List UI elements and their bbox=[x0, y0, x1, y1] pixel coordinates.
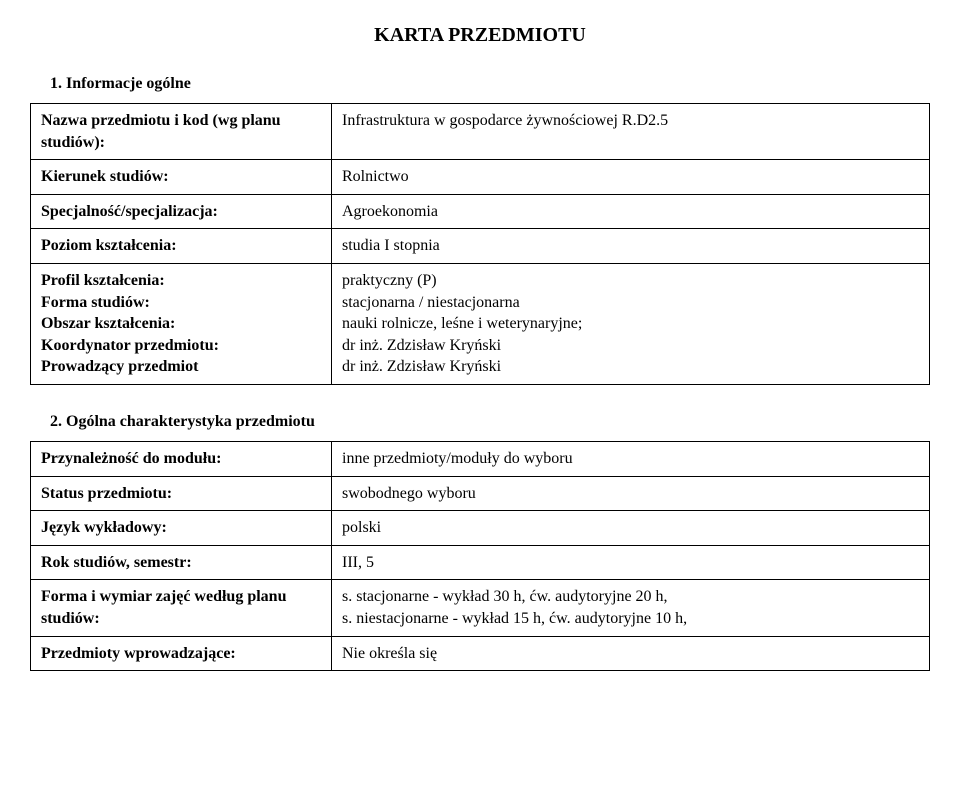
table-row: Poziom kształcenia: studia I stopnia bbox=[31, 229, 930, 264]
block-value: dr inż. Zdzisław Kryński bbox=[342, 356, 919, 378]
row-label: Specjalność/specjalizacja: bbox=[31, 194, 332, 229]
row-label: Rok studiów, semestr: bbox=[31, 545, 332, 580]
block-label: Forma studiów: bbox=[41, 292, 321, 314]
row-value-block: praktyczny (P) stacjonarna / niestacjona… bbox=[332, 263, 930, 384]
block-value: s. stacjonarne - wykład 30 h, ćw. audyto… bbox=[342, 586, 919, 608]
table-row: Profil kształcenia: Forma studiów: Obsza… bbox=[31, 263, 930, 384]
row-value: Rolnictwo bbox=[332, 160, 930, 195]
section-2-heading: 2. Ogólna charakterystyka przedmiotu bbox=[50, 413, 930, 431]
block-label: Koordynator przedmiotu: bbox=[41, 335, 321, 357]
row-label: Poziom kształcenia: bbox=[31, 229, 332, 264]
block-value: s. niestacjonarne - wykład 15 h, ćw. aud… bbox=[342, 608, 919, 630]
document-title: KARTA PRZEDMIOTU bbox=[30, 24, 930, 47]
table-row: Język wykładowy: polski bbox=[31, 511, 930, 546]
row-value: Infrastruktura w gospodarce żywnościowej… bbox=[332, 104, 930, 160]
block-label: Profil kształcenia: bbox=[41, 270, 321, 292]
row-value: polski bbox=[332, 511, 930, 546]
table-row: Specjalność/specjalizacja: Agroekonomia bbox=[31, 194, 930, 229]
table-row: Rok studiów, semestr: III, 5 bbox=[31, 545, 930, 580]
row-label-block: Profil kształcenia: Forma studiów: Obsza… bbox=[31, 263, 332, 384]
table-row: Przynależność do modułu: inne przedmioty… bbox=[31, 441, 930, 476]
table-row: Przedmioty wprowadzające: Nie określa si… bbox=[31, 636, 930, 671]
block-value: dr inż. Zdzisław Kryński bbox=[342, 335, 919, 357]
row-value: studia I stopnia bbox=[332, 229, 930, 264]
block-value: praktyczny (P) bbox=[342, 270, 919, 292]
row-label: Język wykładowy: bbox=[31, 511, 332, 546]
row-value-block: s. stacjonarne - wykład 30 h, ćw. audyto… bbox=[332, 580, 930, 636]
block-value: nauki rolnicze, leśne i weterynaryjne; bbox=[342, 313, 919, 335]
row-value: swobodnego wyboru bbox=[332, 476, 930, 511]
block-label: Prowadzący przedmiot bbox=[41, 356, 321, 378]
section-1-table: Nazwa przedmiotu i kod (wg planu studiów… bbox=[30, 103, 930, 385]
row-label: Kierunek studiów: bbox=[31, 160, 332, 195]
row-value: Nie określa się bbox=[332, 636, 930, 671]
row-label: Przedmioty wprowadzające: bbox=[31, 636, 332, 671]
row-label: Forma i wymiar zajęć według planu studió… bbox=[31, 580, 332, 636]
table-row: Kierunek studiów: Rolnictwo bbox=[31, 160, 930, 195]
table-row: Nazwa przedmiotu i kod (wg planu studiów… bbox=[31, 104, 930, 160]
row-label: Nazwa przedmiotu i kod (wg planu studiów… bbox=[31, 104, 332, 160]
block-label: Obszar kształcenia: bbox=[41, 313, 321, 335]
row-value: Agroekonomia bbox=[332, 194, 930, 229]
table-row: Status przedmiotu: swobodnego wyboru bbox=[31, 476, 930, 511]
row-label: Przynależność do modułu: bbox=[31, 441, 332, 476]
row-value: inne przedmioty/moduły do wyboru bbox=[332, 441, 930, 476]
row-label: Status przedmiotu: bbox=[31, 476, 332, 511]
block-value: stacjonarna / niestacjonarna bbox=[342, 292, 919, 314]
section-1-heading: 1. Informacje ogólne bbox=[50, 75, 930, 93]
table-row: Forma i wymiar zajęć według planu studió… bbox=[31, 580, 930, 636]
row-value: III, 5 bbox=[332, 545, 930, 580]
section-2-table: Przynależność do modułu: inne przedmioty… bbox=[30, 441, 930, 671]
